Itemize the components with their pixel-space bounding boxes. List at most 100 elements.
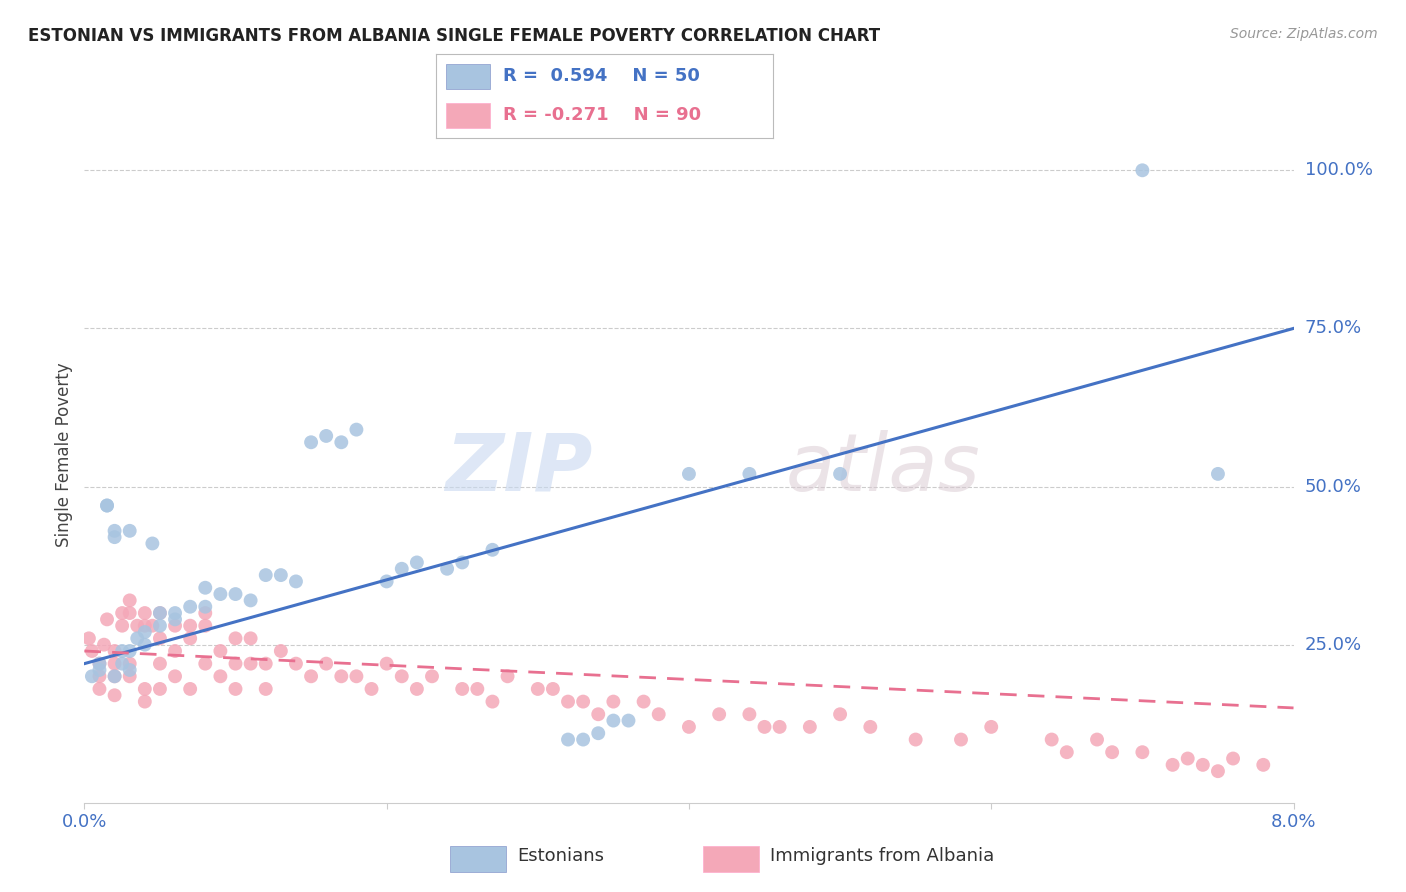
Point [284,574,308,589]
Text: 75.0%: 75.0% [1305,319,1362,337]
Point [254,568,277,582]
Point [134,606,156,620]
Point [127,618,149,632]
Point [420,669,443,683]
Point [165,612,187,626]
Point [80,669,103,683]
Text: 25.0%: 25.0% [1305,636,1362,654]
Point [360,681,382,696]
Point [96,499,118,513]
Point [134,681,156,696]
Point [557,732,579,747]
Text: 50.0%: 50.0% [1305,477,1361,496]
Point [1161,757,1184,772]
Point [602,714,624,728]
Point [127,632,149,646]
Point [179,632,201,646]
Point [179,618,201,632]
Point [375,657,398,671]
Point [678,720,700,734]
Point [270,644,292,658]
Point [118,657,141,671]
Bar [450,846,506,872]
Point [496,669,519,683]
Point [194,581,217,595]
Point [118,669,141,683]
Point [96,612,118,626]
Point [346,669,368,683]
Point [104,688,127,702]
Point [738,707,761,722]
Point [436,562,458,576]
Point [118,593,141,607]
Point [617,714,640,728]
Point [141,618,163,632]
Point [738,467,761,481]
Point [134,638,156,652]
Point [209,669,232,683]
Point [904,732,927,747]
Point [194,599,217,614]
Point [299,435,322,450]
Point [111,606,134,620]
Text: 100.0%: 100.0% [1305,161,1372,179]
Text: Immigrants from Albania: Immigrants from Albania [770,847,994,865]
Point [165,606,187,620]
Point [481,542,503,557]
Point [77,632,100,646]
Point [481,695,503,709]
Point [1192,757,1215,772]
Point [96,499,118,513]
Point [225,681,247,696]
Point [541,681,564,696]
Point [375,574,398,589]
Text: Source: ZipAtlas.com: Source: ZipAtlas.com [1230,27,1378,41]
Point [678,467,700,481]
Point [165,644,187,658]
Point [104,657,127,671]
Point [165,618,187,632]
Text: R = -0.271    N = 90: R = -0.271 N = 90 [503,106,702,124]
Text: Estonians: Estonians [517,847,605,865]
Point [89,681,111,696]
Point [602,695,624,709]
Point [89,663,111,677]
Point [104,644,127,658]
Point [179,681,201,696]
Point [572,732,595,747]
Point [254,657,277,671]
Point [134,695,156,709]
Point [134,625,156,640]
Point [141,536,163,550]
Text: ZIP: ZIP [444,430,592,508]
Point [1206,467,1229,481]
Y-axis label: Single Female Poverty: Single Female Poverty [55,363,73,547]
Point [225,587,247,601]
Text: R =  0.594    N = 50: R = 0.594 N = 50 [503,68,700,86]
Point [859,720,882,734]
Point [1101,745,1123,759]
Point [149,606,172,620]
Point [315,429,337,443]
Point [118,663,141,677]
Point [134,618,156,632]
Point [89,669,111,683]
Point [588,707,610,722]
Point [1251,757,1274,772]
Point [1177,751,1199,765]
Point [118,524,141,538]
Point [225,657,247,671]
Point [254,681,277,696]
Point [89,657,111,671]
Point [179,599,201,614]
Point [284,657,308,671]
Point [104,669,127,683]
Point [194,657,217,671]
Point [209,587,232,601]
Point [572,695,595,709]
Point [239,657,262,671]
Point [467,681,489,696]
Point [754,720,776,734]
Point [1056,745,1078,759]
Point [406,681,429,696]
